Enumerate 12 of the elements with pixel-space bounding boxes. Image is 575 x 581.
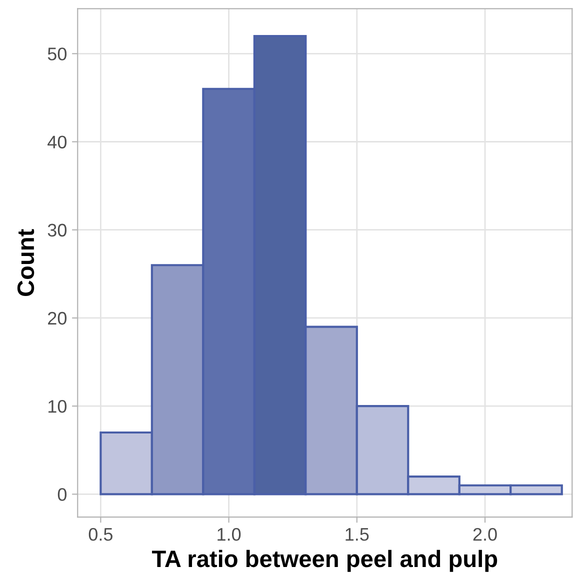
x-tick-label: 2.0 — [473, 528, 497, 541]
y-tick-label: 20 — [48, 312, 67, 325]
x-axis-title: TA ratio between peel and pulp — [152, 550, 498, 572]
y-axis-title: Count — [17, 229, 34, 296]
x-tick-label: 0.5 — [88, 528, 112, 541]
y-tick-label: 40 — [48, 136, 67, 148]
y-tick-label: 0 — [58, 488, 67, 501]
x-tick-label: 1.0 — [218, 528, 241, 541]
y-tick-label: 10 — [48, 400, 67, 413]
x-tick-label: 1.5 — [346, 528, 369, 541]
y-tick-label: 30 — [48, 224, 67, 237]
y-tick-label: 50 — [48, 48, 67, 60]
